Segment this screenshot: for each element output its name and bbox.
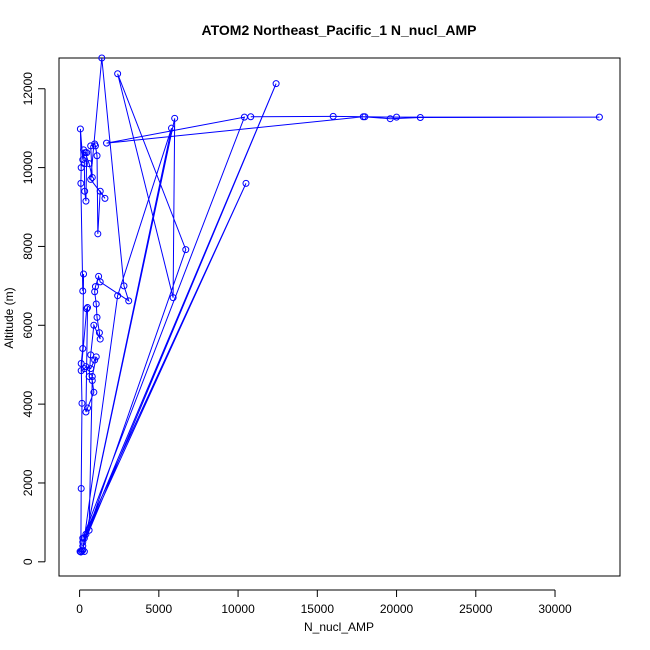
x-tick-label: 15000 — [301, 602, 335, 616]
data-point — [90, 321, 98, 329]
data-point — [80, 270, 88, 278]
data-point — [88, 373, 96, 381]
data-point — [87, 175, 95, 183]
data-point — [114, 292, 122, 300]
data-point — [88, 376, 96, 384]
series-layer — [76, 54, 603, 556]
data-point — [92, 300, 100, 308]
data-point — [83, 305, 91, 313]
y-axis: 0 2000 4000 6000 8000 10000 12000 — [21, 72, 46, 565]
data-point — [79, 345, 87, 353]
x-axis: 0 5000 10000 15000 20000 25000 30000 — [76, 589, 572, 616]
data-point — [87, 142, 95, 150]
x-tick-label: 5000 — [145, 602, 172, 616]
data-point — [103, 139, 111, 147]
data-point — [78, 399, 86, 407]
plot-area-frame — [58, 57, 621, 577]
data-point — [169, 294, 177, 302]
data-point — [595, 113, 603, 121]
data-point — [84, 404, 92, 412]
data-point — [82, 197, 90, 205]
chart-title: ATOM2 Northeast_Pacific_1 N_nucl_AMP — [202, 22, 477, 38]
data-point — [98, 54, 106, 62]
data-point — [416, 114, 424, 122]
x-axis-label: N_nucl_AMP — [304, 620, 374, 634]
data-point — [242, 179, 250, 187]
data-point — [329, 112, 337, 120]
data-point — [76, 125, 84, 133]
y-tick-label: 10000 — [21, 151, 35, 185]
y-tick-label: 6000 — [21, 312, 35, 339]
data-point — [361, 113, 369, 121]
data-point — [92, 353, 100, 361]
data-point — [91, 288, 99, 296]
y-tick-label: 8000 — [21, 233, 35, 260]
data-point — [393, 113, 401, 121]
series-line — [79, 57, 600, 553]
data-point — [91, 142, 99, 150]
data-point — [82, 408, 90, 416]
data-point — [79, 538, 87, 546]
data-point — [79, 534, 87, 542]
data-point — [93, 152, 101, 160]
y-tick-label: 0 — [21, 558, 35, 565]
data-point — [79, 156, 87, 164]
data-point — [85, 160, 93, 168]
data-point — [120, 282, 128, 290]
data-point — [272, 80, 280, 88]
data-point — [78, 547, 86, 555]
data-point — [87, 365, 95, 373]
data-point — [77, 484, 85, 492]
data-point — [90, 388, 98, 396]
data-point — [77, 360, 85, 368]
data-point — [93, 313, 101, 321]
data-point — [247, 113, 255, 121]
data-point — [96, 187, 104, 195]
x-tick-label: 0 — [76, 602, 83, 616]
data-point — [88, 173, 96, 181]
data-point — [114, 70, 122, 78]
x-tick-label: 20000 — [380, 602, 414, 616]
data-point — [101, 194, 109, 202]
data-point — [84, 304, 92, 312]
data-point — [171, 114, 179, 122]
data-point — [94, 230, 102, 238]
x-tick-label: 25000 — [459, 602, 493, 616]
data-point — [79, 542, 87, 550]
y-axis-label: Altitude (m) — [2, 287, 16, 348]
data-point — [79, 546, 87, 554]
data-point — [168, 124, 176, 132]
y-tick-label: 2000 — [21, 469, 35, 496]
y-tick-label: 12000 — [21, 72, 35, 106]
data-point — [96, 335, 104, 343]
x-tick-label: 10000 — [221, 602, 255, 616]
data-point — [82, 363, 90, 371]
data-point — [91, 283, 99, 291]
data-point — [81, 149, 89, 157]
data-point — [79, 287, 87, 295]
data-point — [80, 160, 88, 168]
x-tick-label: 30000 — [538, 602, 572, 616]
data-point — [77, 179, 85, 187]
data-point — [125, 297, 133, 305]
y-tick-label: 4000 — [21, 390, 35, 417]
data-point — [182, 246, 190, 254]
data-point — [81, 187, 89, 195]
data-point — [386, 115, 394, 123]
data-point — [95, 272, 103, 280]
